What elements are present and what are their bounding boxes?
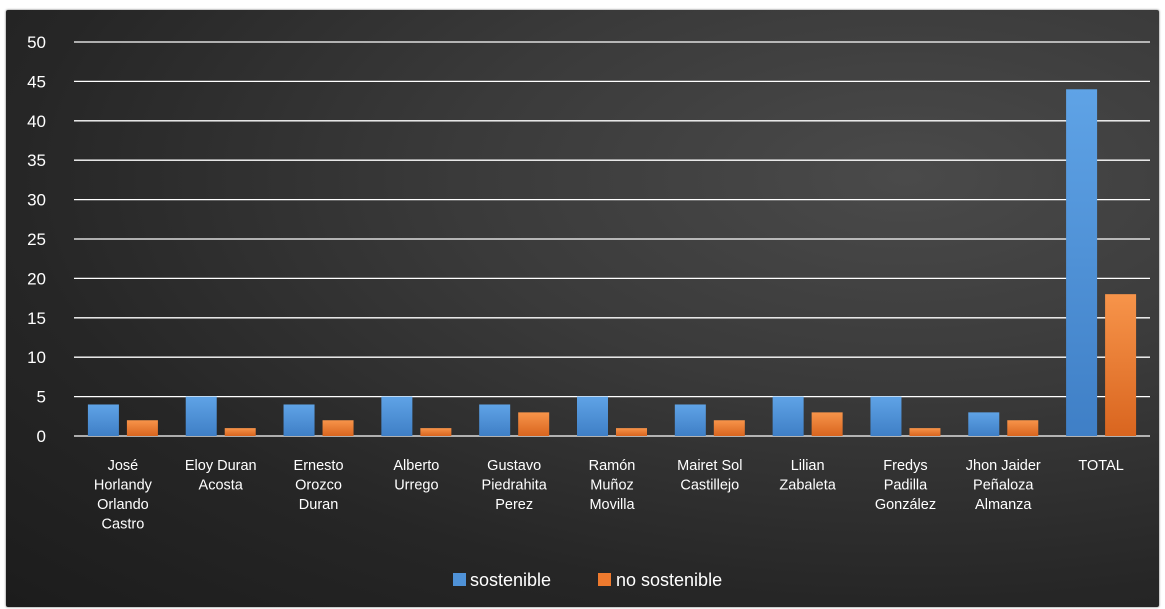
bar-sostenible (674, 404, 706, 436)
bar-no-sostenible (909, 428, 941, 436)
bar-no-sostenible (420, 428, 452, 436)
bar-sostenible (772, 396, 804, 436)
y-tick-label: 0 (37, 427, 46, 446)
y-tick-label: 40 (27, 112, 46, 131)
bar-no-sostenible (518, 412, 550, 436)
x-category-label: Gustavo Piedrahita Perez (482, 458, 548, 513)
bar-sostenible (479, 404, 511, 436)
bars (87, 89, 1137, 436)
y-tick-label: 25 (27, 230, 46, 249)
bar-sostenible (381, 396, 413, 436)
bar-no-sostenible (322, 420, 354, 436)
bar-sostenible (870, 396, 902, 436)
chart-area (6, 10, 1159, 607)
gridlines (74, 41, 1150, 437)
y-axis-ticks: 0 5 10 15 20 25 30 35 40 45 50 (27, 33, 46, 446)
y-tick-label: 15 (27, 309, 46, 328)
bar-sostenible (185, 396, 217, 436)
bar-no-sostenible (1105, 294, 1137, 436)
bar-sostenible (968, 412, 1000, 436)
bar-no-sostenible (224, 428, 256, 436)
legend-label-sostenible: sostenible (470, 570, 551, 590)
legend-swatch-sostenible (453, 573, 466, 586)
bar-no-sostenible (713, 420, 745, 436)
bar-no-sostenible (811, 412, 843, 436)
bar-no-sostenible (616, 428, 647, 436)
y-tick-label: 20 (27, 269, 46, 288)
category-labels: José Horlandy Orlando Castro Eloy Duran Acost… (94, 458, 1124, 533)
bar-sostenible (87, 404, 119, 436)
x-category-label: Fredys Padilla González (875, 458, 936, 513)
x-category-label: Mairet Sol Castillejo (677, 458, 742, 494)
x-category-label: Ernesto Orozco Duran (294, 458, 344, 513)
y-tick-label: 10 (27, 348, 46, 367)
y-tick-label: 30 (27, 191, 46, 210)
legend: sostenible no sostenible (453, 570, 722, 590)
bar-no-sostenible (126, 420, 158, 436)
x-category-label: Jhon Jaider Peñaloza Almanza (966, 458, 1041, 513)
x-category-label: Ramón Muñoz Movilla (589, 458, 636, 513)
bar-sostenible (1066, 89, 1098, 436)
y-tick-label: 35 (27, 151, 46, 170)
x-category-label: Eloy Duran Acosta (185, 458, 257, 494)
bar-no-sostenible (1007, 420, 1039, 436)
y-tick-label: 5 (37, 388, 46, 407)
x-category-label: Alberto Urrego (393, 458, 439, 494)
legend-label-no-sostenible: no sostenible (616, 570, 722, 590)
y-tick-label: 45 (27, 72, 46, 91)
x-category-label: Lilian Zabaleta (779, 458, 836, 494)
bar-sostenible (283, 404, 315, 436)
bar-sostenible (577, 396, 608, 436)
legend-swatch-no-sostenible (598, 573, 611, 586)
y-tick-label: 50 (27, 33, 46, 52)
x-category-label: José Horlandy Orlando Castro (94, 458, 153, 533)
x-category-label: TOTAL (1078, 458, 1123, 474)
